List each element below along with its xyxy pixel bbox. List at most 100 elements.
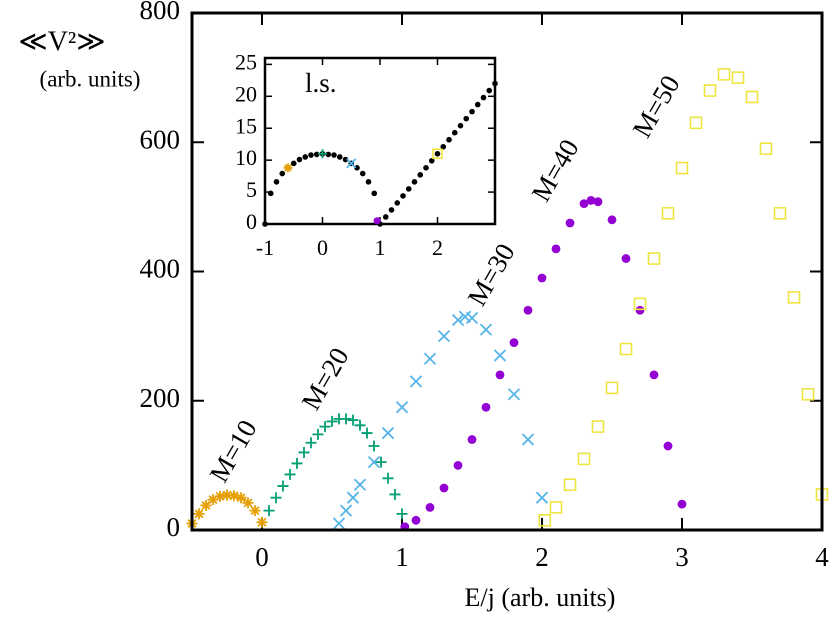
data-point — [451, 313, 465, 327]
data-point — [221, 489, 233, 501]
data-point — [432, 148, 443, 160]
data-point — [375, 456, 387, 468]
x-tick-label: 4 — [815, 542, 829, 572]
x-tick-label: 2 — [535, 542, 549, 572]
y-axis-label: (arb. units) — [40, 66, 141, 91]
inset-point — [480, 94, 487, 101]
y-tick-label: 600 — [140, 124, 181, 154]
data-point — [291, 457, 303, 469]
inset-point — [451, 129, 458, 136]
data-point — [563, 478, 577, 492]
inset-point — [474, 101, 481, 108]
data-point — [305, 437, 317, 449]
series-label: M=20 — [296, 343, 355, 415]
data-point — [396, 508, 408, 520]
data-point — [228, 490, 240, 502]
data-point — [437, 329, 451, 343]
inset-x-tick-label: -1 — [256, 235, 274, 260]
inset-point — [382, 214, 389, 220]
inset-point — [492, 80, 498, 87]
inset-y-tick-label: 10 — [235, 145, 257, 170]
data-point — [577, 452, 591, 466]
data-point — [332, 517, 346, 530]
inset-point — [267, 190, 274, 197]
data-point — [773, 207, 787, 220]
data-point — [354, 419, 366, 431]
x-tick-label: 0 — [255, 542, 269, 572]
inset-point — [331, 152, 337, 158]
data-point — [689, 116, 703, 130]
inset-y-tick-label: 5 — [246, 177, 257, 202]
data-point — [535, 491, 549, 504]
inset-point — [434, 150, 441, 157]
data-point — [663, 441, 673, 451]
inset-point — [342, 156, 349, 163]
data-point — [538, 514, 552, 527]
data-point — [256, 516, 268, 528]
data-point — [677, 499, 687, 509]
inset-point — [400, 193, 406, 199]
data-point — [200, 499, 212, 511]
inset-point — [262, 221, 268, 227]
data-point — [745, 90, 759, 104]
data-point — [593, 197, 603, 207]
data-point — [312, 428, 324, 440]
data-point — [235, 492, 247, 504]
inset-point — [359, 170, 366, 177]
data-point — [382, 472, 394, 484]
inset-point — [290, 160, 297, 167]
inset-point — [469, 108, 475, 115]
data-point — [361, 427, 373, 439]
data-point — [565, 218, 575, 228]
inset-y-tick-label: 15 — [235, 113, 257, 138]
data-point — [346, 491, 360, 504]
data-point — [579, 199, 589, 209]
data-point — [801, 387, 815, 401]
plot-frame — [190, 11, 824, 532]
data-point — [340, 413, 352, 425]
data-point — [703, 84, 717, 97]
data-point — [647, 252, 661, 265]
data-point — [284, 468, 296, 480]
data-point — [551, 244, 561, 254]
data-point — [207, 494, 219, 506]
inset-point — [371, 190, 378, 197]
data-point — [346, 158, 357, 169]
data-point — [270, 492, 282, 504]
inset-point — [463, 115, 470, 122]
inset-point — [336, 154, 343, 160]
data-point — [675, 161, 689, 175]
data-point — [537, 273, 547, 283]
inset-point — [354, 165, 360, 171]
data-point — [507, 388, 521, 401]
data-point — [283, 163, 293, 173]
inset-point — [440, 143, 447, 150]
data-point — [423, 352, 437, 365]
data-point — [298, 446, 310, 458]
data-point — [368, 440, 380, 452]
data-point — [633, 297, 647, 311]
inset-point — [273, 179, 280, 185]
series-label: M=30 — [462, 238, 521, 310]
y-tick-label: 800 — [140, 0, 181, 25]
data-point — [319, 421, 331, 433]
data-point — [731, 71, 745, 84]
data-point — [465, 311, 479, 325]
inset-point — [279, 170, 286, 177]
data-point — [635, 305, 645, 315]
data-point — [661, 207, 675, 220]
inset-y-tick-label: 25 — [235, 49, 257, 74]
data-point — [453, 460, 463, 470]
data-point — [249, 505, 261, 517]
data-point — [395, 401, 409, 414]
inset-point — [405, 186, 412, 192]
series-label: M=40 — [526, 134, 585, 206]
y-tick-label: 400 — [140, 254, 181, 284]
data-point — [214, 490, 226, 502]
data-point — [549, 501, 563, 514]
data-point — [495, 370, 505, 380]
data-point — [717, 68, 731, 81]
data-point — [479, 323, 493, 336]
inset-point — [411, 179, 418, 185]
inset-point — [308, 152, 314, 158]
